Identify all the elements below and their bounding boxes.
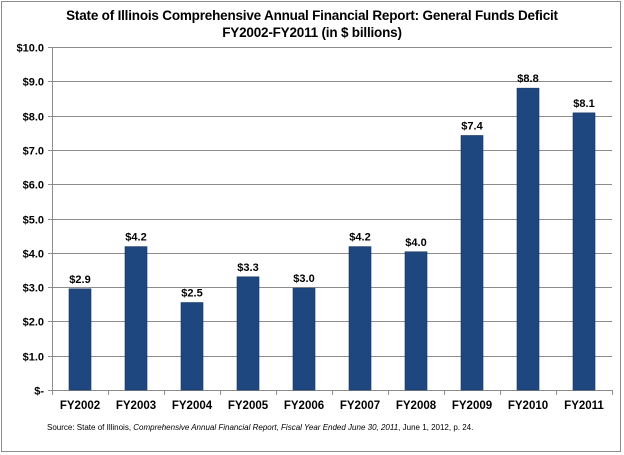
- data-label: $2.9: [69, 274, 90, 286]
- y-tick-label: $-: [34, 386, 44, 398]
- data-label: $8.1: [573, 98, 594, 110]
- y-tick-label: $6.0: [23, 180, 44, 192]
- data-label: $3.0: [293, 273, 314, 285]
- bar: [180, 302, 204, 391]
- x-category-label: FY2006: [284, 400, 324, 412]
- bar: [124, 246, 148, 391]
- bar: [460, 135, 484, 391]
- y-tick-label: $2.0: [23, 317, 44, 329]
- data-label: $8.8: [517, 73, 538, 85]
- x-category-label: FY2002: [60, 400, 100, 412]
- x-category-label: FY2003: [116, 400, 156, 412]
- y-tick-label: $8.0: [23, 112, 44, 124]
- y-tick-label: $10.0: [16, 43, 44, 55]
- bar: [236, 276, 260, 391]
- y-tick-label: $9.0: [23, 77, 44, 89]
- x-category-label: FY2010: [508, 400, 548, 412]
- labels: $- $1.0 $2.0 $3.0 $4.0 $5.0 $6.0 $7.0 $8.0 $9.0 $1…: [16, 43, 604, 413]
- data-label: $3.3: [237, 262, 258, 274]
- y-tick-label: $1.0: [23, 352, 44, 364]
- y-tick-label: $7.0: [23, 146, 44, 158]
- chart-title: State of Illinois Comprehensive Annual F…: [66, 8, 558, 23]
- axes: [48, 47, 613, 395]
- source-prefix: Source: State of Illinois,: [47, 423, 134, 432]
- bars: [68, 87, 596, 391]
- bar: [68, 288, 92, 391]
- chart-title-block: State of Illinois Comprehensive Annual F…: [0, 7, 624, 41]
- bar: [292, 287, 316, 391]
- source-italic-title: Comprehensive Annual Financial Report, F…: [133, 423, 399, 432]
- bar: [516, 87, 540, 391]
- source-suffix: , June 1, 2012, p. 24.: [398, 423, 474, 432]
- data-label: $2.5: [181, 288, 202, 300]
- chart-subtitle: FY2002-FY2011 (in $ billions): [222, 25, 402, 40]
- y-tick-label: $5.0: [23, 215, 44, 227]
- x-category-label: FY2008: [396, 400, 437, 412]
- x-category-label: FY2011: [564, 400, 604, 412]
- x-category-label: FY2005: [228, 400, 269, 412]
- bar: [348, 246, 372, 391]
- y-tick-label: $4.0: [23, 249, 44, 261]
- x-category-label: FY2009: [452, 400, 492, 412]
- y-tick-label: $3.0: [23, 283, 44, 295]
- x-category-label: FY2007: [340, 400, 380, 412]
- x-category-label: FY2004: [172, 400, 213, 412]
- bar: [572, 112, 596, 391]
- bar: [404, 251, 428, 391]
- data-label: $4.0: [405, 237, 426, 249]
- data-label: $7.4: [461, 120, 483, 132]
- source-note: Source: State of Illinois, Comprehensive…: [47, 423, 473, 432]
- data-label: $4.2: [125, 232, 146, 244]
- data-label: $4.2: [349, 232, 370, 244]
